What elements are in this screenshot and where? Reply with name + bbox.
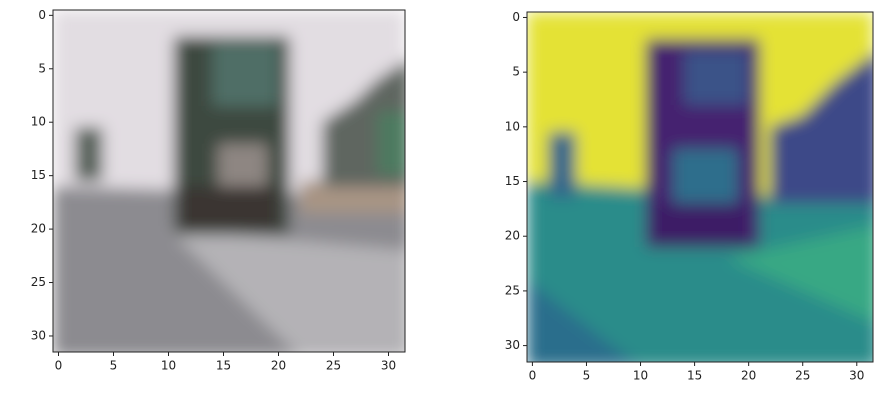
- x-tick-label: 20: [271, 359, 286, 373]
- x-tick-label: 5: [110, 359, 118, 373]
- y-tick-label: 25: [505, 283, 520, 297]
- x-tick-label: 5: [583, 369, 591, 383]
- image-panel: [53, 10, 411, 357]
- image-region: [651, 203, 748, 247]
- y-tick-label: 10: [505, 119, 520, 133]
- x-tick-label: 25: [326, 359, 341, 373]
- y-tick-label: 10: [31, 115, 46, 129]
- image-region: [180, 186, 279, 229]
- y-tick-label: 0: [512, 10, 520, 24]
- y-tick-label: 15: [31, 168, 46, 182]
- image-region: [684, 50, 749, 105]
- x-tick-label: 30: [849, 369, 864, 383]
- image: [527, 12, 878, 367]
- image-region: [549, 132, 576, 198]
- y-tick-label: 15: [505, 174, 520, 188]
- x-tick-label: 0: [55, 359, 63, 373]
- y-tick-label: 0: [38, 8, 46, 22]
- x-tick-label: 15: [687, 369, 702, 383]
- y-tick-label: 5: [38, 61, 46, 75]
- x-tick-label: 10: [161, 359, 176, 373]
- x-tick-label: 30: [381, 359, 396, 373]
- image: [53, 10, 411, 357]
- y-tick-label: 30: [505, 338, 520, 352]
- image-region: [378, 112, 411, 176]
- figure: 0 5 10 15 20 25 30 0 5 10 15 20 25 30 0 5 10 15 20 25 30 0 5 10…: [0, 0, 883, 393]
- image-panel: [527, 12, 878, 367]
- image-region: [213, 42, 279, 106]
- x-tick-label: 25: [795, 369, 810, 383]
- y-tick-label: 25: [31, 275, 46, 289]
- x-tick-label: 15: [216, 359, 231, 373]
- image-region: [673, 149, 738, 204]
- y-tick-label: 20: [505, 229, 520, 243]
- image-region: [75, 128, 103, 181]
- x-tick-label: 0: [529, 369, 537, 383]
- x-tick-label: 10: [633, 369, 648, 383]
- y-tick-label: 20: [31, 222, 46, 236]
- y-tick-label: 5: [512, 65, 520, 79]
- y-tick-label: 30: [31, 328, 46, 342]
- x-tick-label: 20: [741, 369, 756, 383]
